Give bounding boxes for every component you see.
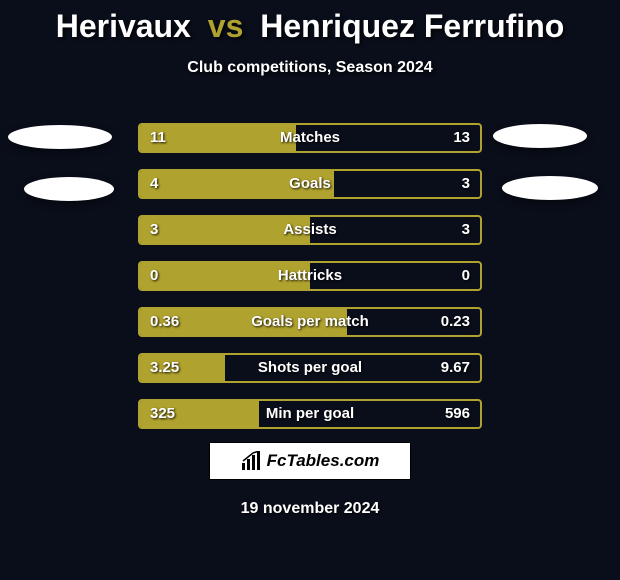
chart-icon: [241, 451, 261, 471]
stat-row: 325Min per goal596: [138, 399, 482, 429]
stat-label: Min per goal: [140, 401, 480, 427]
stat-row: 11Matches13: [138, 123, 482, 153]
stat-value-right: 0: [462, 263, 470, 289]
stat-label: Goals per match: [140, 309, 480, 335]
photo-placeholder: [8, 125, 112, 149]
stat-value-right: 9.67: [441, 355, 470, 381]
player2-name: Henriquez Ferrufino: [260, 8, 564, 44]
stat-value-right: 3: [462, 171, 470, 197]
stat-label: Assists: [140, 217, 480, 243]
photo-placeholder: [493, 124, 587, 148]
stat-label: Goals: [140, 171, 480, 197]
photo-placeholder: [24, 177, 114, 201]
stat-row: 3Assists3: [138, 215, 482, 245]
stat-row: 3.25Shots per goal9.67: [138, 353, 482, 383]
footer-date: 19 november 2024: [0, 500, 620, 518]
stat-value-right: 0.23: [441, 309, 470, 335]
comparison-chart: 11Matches134Goals33Assists30Hattricks00.…: [138, 123, 482, 445]
footer-brand: FcTables.com: [267, 451, 380, 471]
player1-name: Herivaux: [56, 8, 191, 44]
stat-label: Shots per goal: [140, 355, 480, 381]
photo-placeholder: [502, 176, 598, 200]
stat-value-right: 13: [453, 125, 470, 151]
stat-label: Matches: [140, 125, 480, 151]
stat-label: Hattricks: [140, 263, 480, 289]
subtitle: Club competitions, Season 2024: [0, 59, 620, 77]
stat-row: 0Hattricks0: [138, 261, 482, 291]
stat-value-right: 3: [462, 217, 470, 243]
stat-row: 4Goals3: [138, 169, 482, 199]
footer-logo: FcTables.com: [209, 442, 411, 480]
stat-value-right: 596: [445, 401, 470, 427]
comparison-title: Herivaux vs Henriquez Ferrufino: [0, 0, 620, 45]
vs-label: vs: [208, 8, 244, 44]
stat-row: 0.36Goals per match0.23: [138, 307, 482, 337]
